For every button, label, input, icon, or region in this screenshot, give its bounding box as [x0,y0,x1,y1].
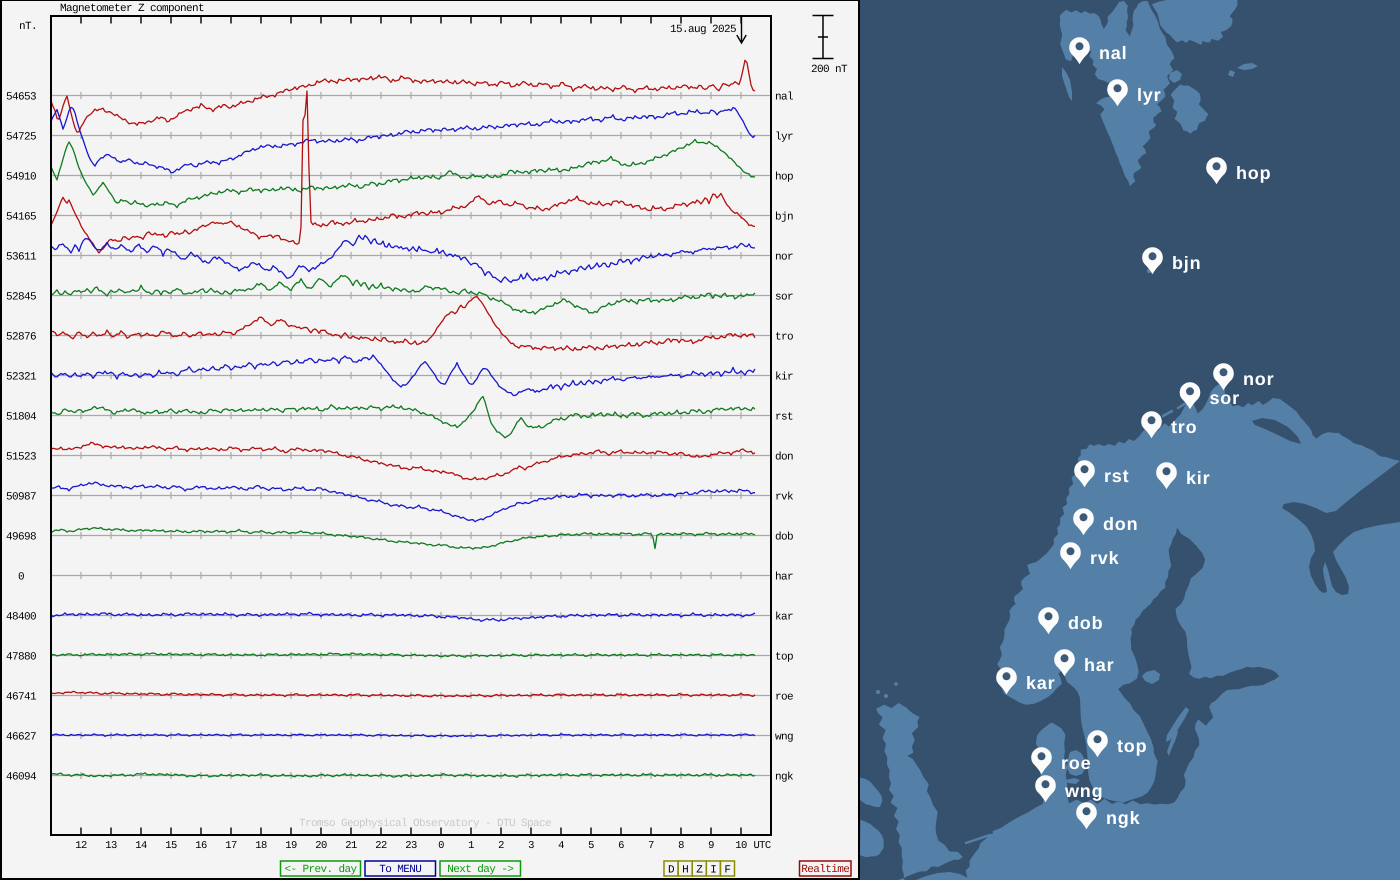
svg-text:22: 22 [375,840,387,852]
svg-text:H: H [682,865,688,877]
svg-text:har: har [775,572,793,584]
svg-text:Tromso Geophysical Observatory: Tromso Geophysical Observatory - DTU Spa… [299,818,551,830]
svg-text:nor: nor [1243,369,1274,389]
svg-text:lyr: lyr [775,132,793,144]
svg-text:7: 7 [648,840,654,852]
svg-text:To MENU: To MENU [379,864,421,876]
svg-text:rvk: rvk [1090,548,1120,568]
svg-text:bjn: bjn [1172,253,1201,273]
svg-text:dob: dob [775,532,793,544]
svg-text:46094: 46094 [6,772,37,784]
svg-text:46627: 46627 [6,732,36,744]
svg-text:tro: tro [1171,417,1197,437]
svg-text:3: 3 [528,840,534,852]
svg-text:Z: Z [696,865,703,877]
svg-text:21: 21 [345,840,357,852]
svg-text:UTC: UTC [753,840,770,852]
svg-text:52876: 52876 [6,332,36,344]
svg-text:sor: sor [1210,388,1240,408]
svg-text:don: don [1103,514,1138,534]
svg-text:10: 10 [735,840,747,852]
svg-text:D: D [668,865,675,877]
svg-text:5: 5 [588,840,594,852]
svg-text:15: 15 [165,840,177,852]
svg-text:hop: hop [775,172,793,184]
svg-text:rst: rst [1104,466,1129,486]
svg-text:6: 6 [618,840,624,852]
svg-text:4: 4 [558,840,564,852]
svg-text:200 nT: 200 nT [811,64,848,76]
svg-text:Realtime: Realtime [801,864,849,876]
svg-text:50987: 50987 [6,492,36,504]
svg-text:top: top [1117,736,1147,756]
svg-text:roe: roe [775,692,793,704]
svg-text:I: I [710,865,716,877]
svg-text:Next day ->: Next day -> [447,864,513,876]
svg-text:kar: kar [775,612,793,624]
svg-text:kir: kir [775,372,793,384]
svg-text:20: 20 [315,840,327,852]
svg-text:lyr: lyr [1137,85,1161,105]
svg-text:1: 1 [468,840,474,852]
svg-text:har: har [1084,655,1114,675]
svg-text:54725: 54725 [6,132,36,144]
svg-text:2: 2 [498,840,504,852]
svg-text:23: 23 [405,840,417,852]
svg-text:52845: 52845 [6,292,36,304]
svg-text:54910: 54910 [6,172,36,184]
svg-text:nal: nal [1099,43,1127,63]
svg-text:51523: 51523 [6,452,36,464]
svg-text:bjn: bjn [775,212,793,224]
svg-text:nor: nor [775,252,793,264]
svg-text:<- Prev. day: <- Prev. day [284,864,357,876]
svg-text:kir: kir [1186,468,1210,488]
svg-text:14: 14 [135,840,147,852]
svg-text:dob: dob [1068,613,1103,633]
svg-text:18: 18 [255,840,267,852]
svg-text:roe: roe [1061,753,1091,773]
svg-text:ngk: ngk [775,772,794,784]
svg-text:51804: 51804 [6,412,37,424]
svg-text:kar: kar [1026,673,1055,693]
svg-text:53611: 53611 [6,252,37,264]
svg-text:0: 0 [438,840,444,852]
svg-text:54653: 54653 [6,92,36,104]
svg-text:12: 12 [75,840,87,852]
svg-text:47880: 47880 [6,652,36,664]
svg-text:0: 0 [18,572,24,584]
svg-text:wng: wng [1064,781,1103,801]
svg-text:Magnetometer Z component: Magnetometer Z component [60,3,204,15]
svg-text:nal: nal [775,92,793,104]
svg-text:17: 17 [225,840,237,852]
svg-text:54165: 54165 [6,212,36,224]
svg-text:top: top [775,652,793,664]
svg-text:15.aug 2025: 15.aug 2025 [670,24,736,36]
svg-text:46741: 46741 [6,692,37,704]
svg-text:wng: wng [775,732,793,744]
svg-text:13: 13 [105,840,117,852]
svg-text:16: 16 [195,840,207,852]
svg-text:hop: hop [1236,163,1271,183]
svg-text:52321: 52321 [6,372,37,384]
svg-text:tro: tro [775,332,793,344]
svg-text:F: F [724,865,730,877]
svg-text:8: 8 [678,840,684,852]
svg-text:19: 19 [285,840,297,852]
svg-text:9: 9 [708,840,714,852]
svg-text:49698: 49698 [6,532,36,544]
svg-text:don: don [775,452,793,464]
svg-text:rvk: rvk [775,492,794,504]
svg-text:48400: 48400 [6,612,36,624]
svg-text:sor: sor [775,292,793,304]
svg-text:rst: rst [775,412,793,424]
svg-text:nT.: nT. [19,21,37,33]
svg-text:ngk: ngk [1106,808,1141,828]
